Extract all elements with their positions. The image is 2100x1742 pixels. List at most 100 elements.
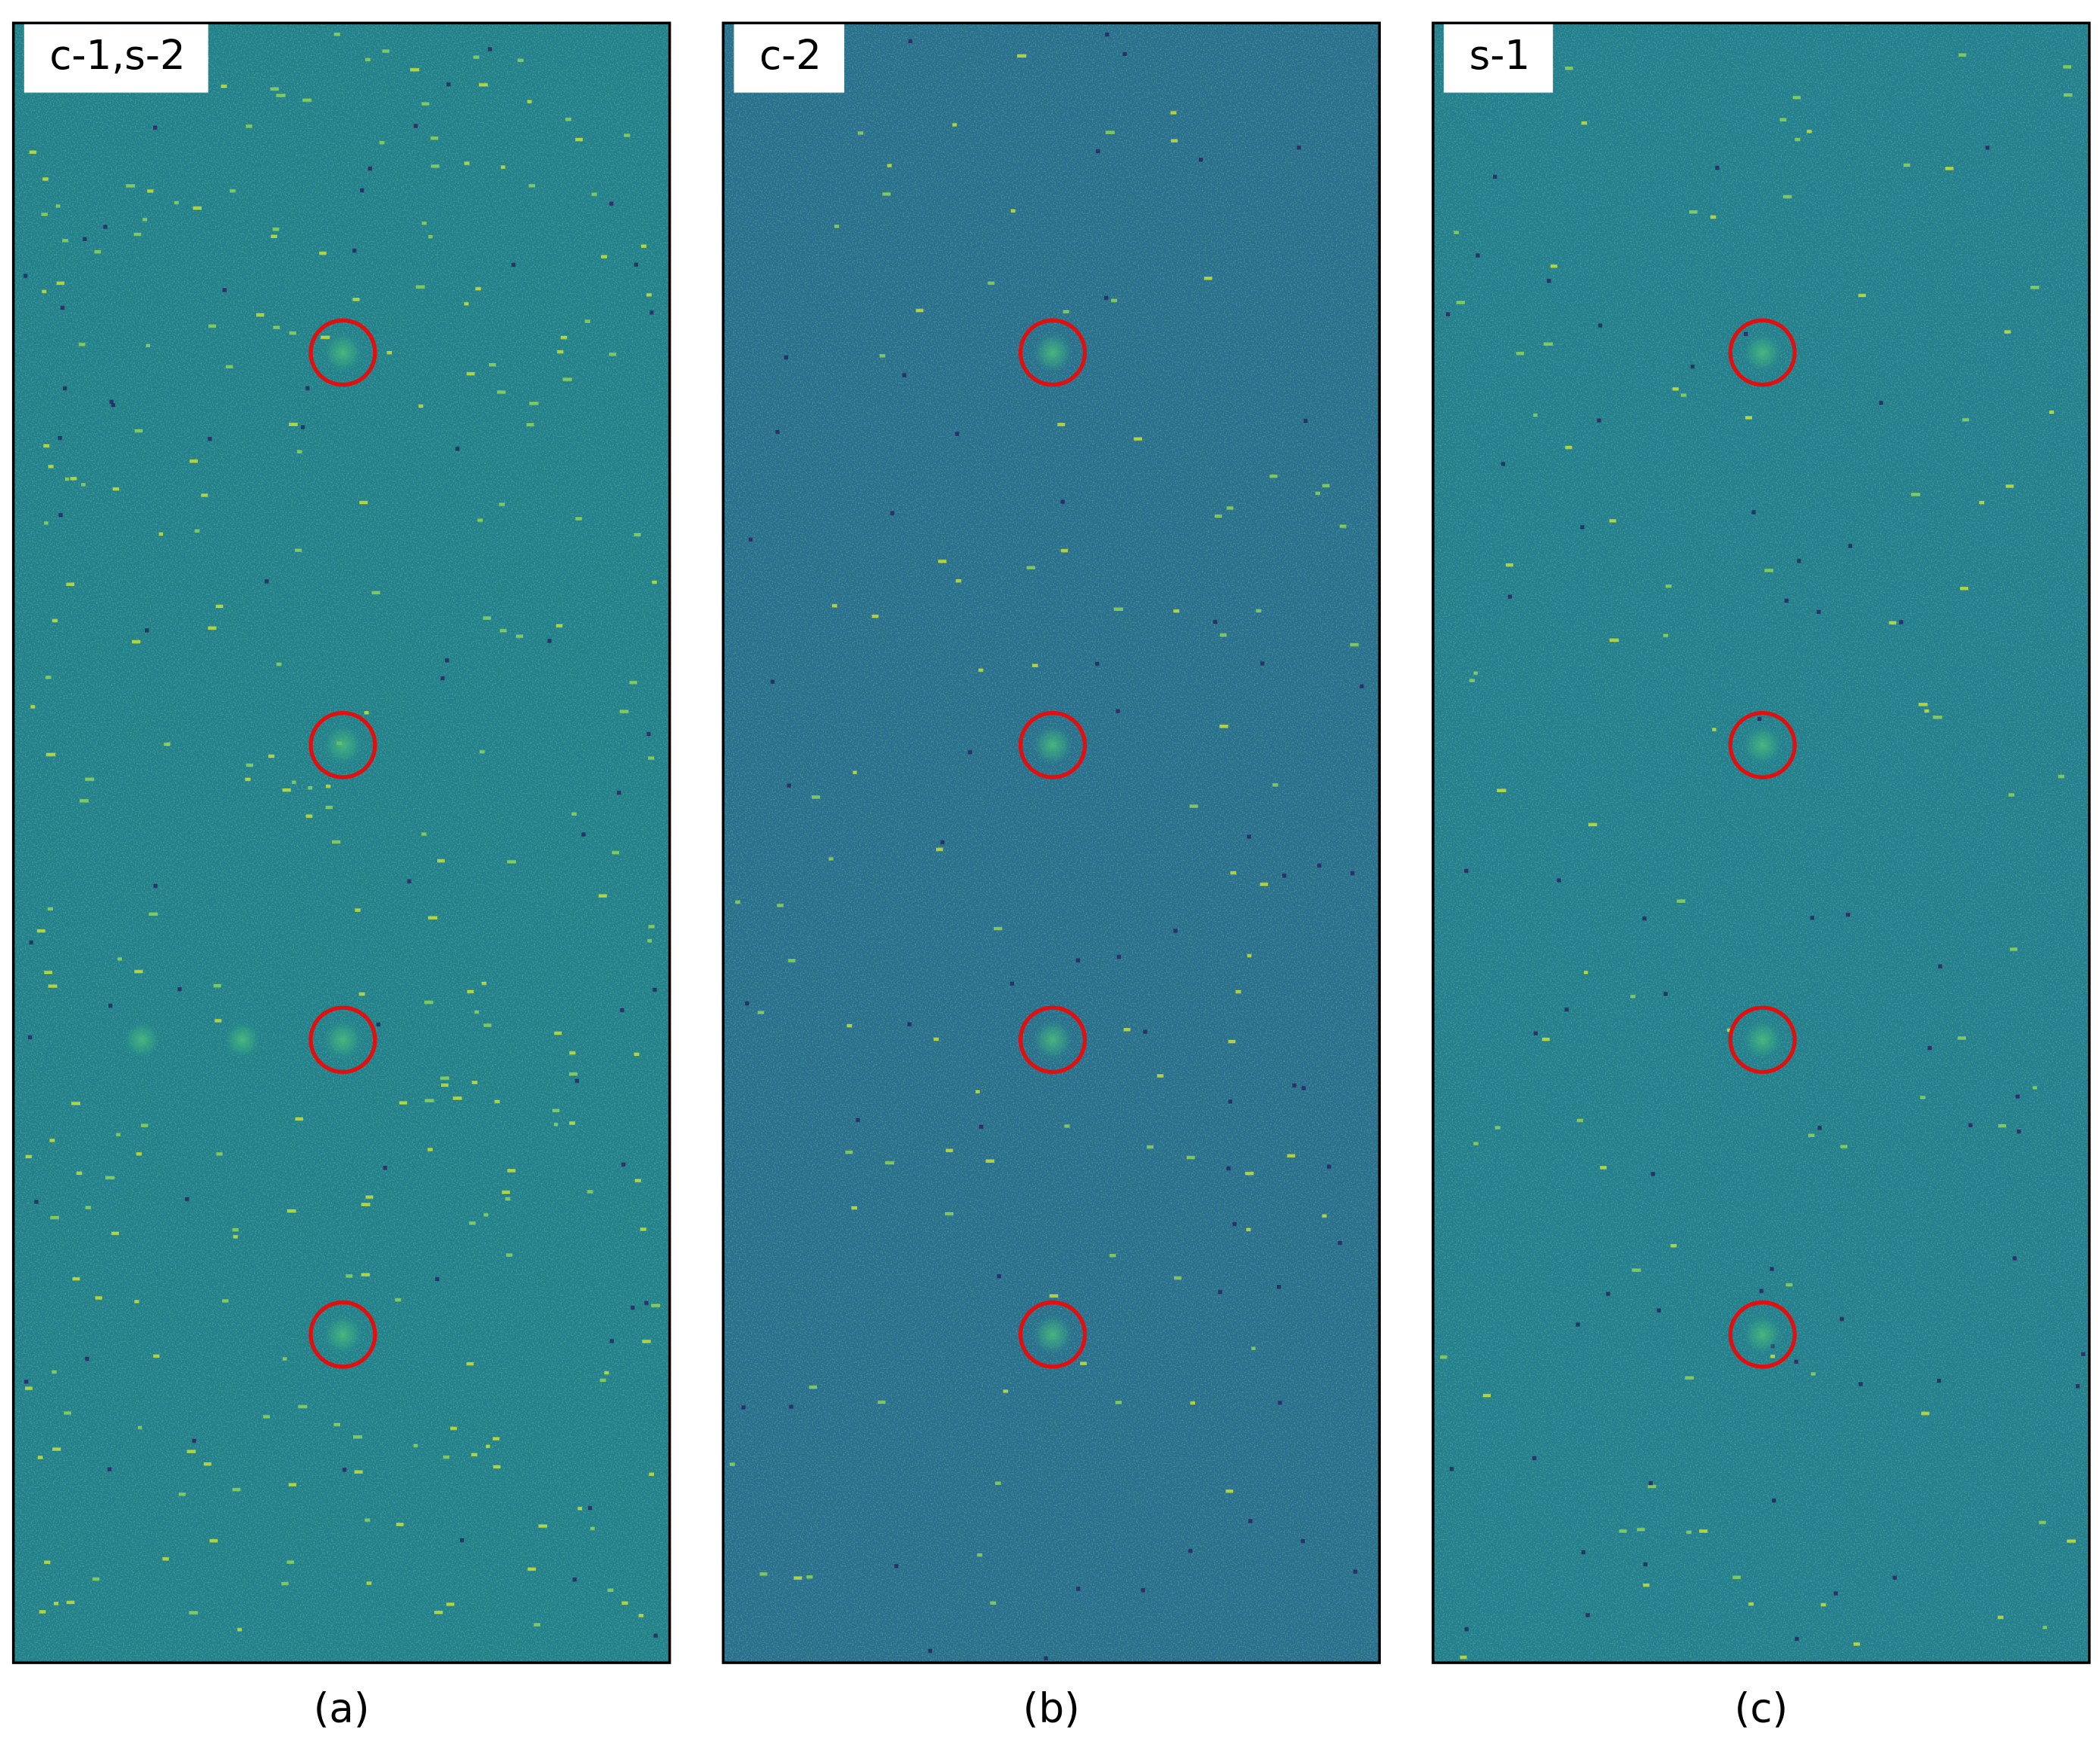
speckle — [132, 640, 141, 644]
speckle — [590, 1527, 595, 1531]
speckle — [944, 1211, 954, 1216]
speckle — [1637, 1527, 1645, 1531]
dark-speckle — [1218, 1289, 1222, 1295]
speckle — [486, 1444, 490, 1449]
dark-speckle — [1795, 1637, 1799, 1641]
speckle — [975, 1089, 980, 1094]
speckle — [215, 604, 224, 609]
dark-speckle — [1858, 1382, 1863, 1386]
speckle — [1469, 678, 1476, 682]
speckle — [624, 133, 631, 137]
bead — [322, 332, 363, 373]
dark-speckle — [24, 1380, 29, 1384]
dark-speckle — [2017, 1129, 2021, 1134]
dark-speckle — [979, 1124, 984, 1129]
speckle — [1031, 663, 1038, 668]
speckle — [607, 1588, 614, 1593]
panel: c-2 (b) — [721, 21, 1382, 1732]
dark-speckle — [300, 425, 305, 430]
dark-speckle — [1300, 1539, 1305, 1543]
speckle — [1049, 1294, 1059, 1298]
dark-speckle — [1797, 559, 1801, 563]
speckle — [1732, 1575, 1741, 1580]
speckle — [475, 287, 481, 291]
speckle — [232, 1487, 241, 1492]
speckle — [915, 309, 924, 312]
speckle — [233, 1235, 238, 1239]
speckle — [42, 177, 49, 181]
speckle — [387, 350, 393, 355]
speckle — [52, 619, 58, 622]
speckle — [286, 1560, 295, 1564]
speckle — [365, 1195, 374, 1199]
dark-speckle — [1751, 510, 1756, 515]
dark-speckle — [617, 791, 621, 795]
speckle — [364, 710, 369, 715]
speckle — [268, 754, 275, 758]
dark-speckle — [1985, 146, 1990, 150]
speckle — [872, 614, 879, 619]
bead — [1742, 332, 1783, 373]
speckle — [1795, 137, 1801, 142]
speckle — [505, 1197, 511, 1201]
dark-speckle — [644, 1301, 649, 1305]
speckle — [1147, 1145, 1154, 1149]
speckle — [48, 984, 58, 988]
image-border — [11, 21, 671, 1665]
tag-box — [23, 24, 208, 93]
speckle — [577, 1506, 583, 1511]
speckle — [1225, 1489, 1234, 1493]
dark-speckle — [1104, 296, 1109, 300]
dark-speckle — [1350, 871, 1355, 876]
marker-circle — [1728, 1300, 1797, 1369]
speckle — [1541, 1037, 1550, 1042]
speckle — [149, 912, 158, 916]
speckle — [619, 710, 629, 713]
dark-speckle — [1557, 878, 1561, 882]
speckle — [1600, 1166, 1607, 1170]
bead — [1742, 725, 1783, 766]
panel-tag: c-2 — [759, 32, 822, 79]
speckle — [30, 705, 36, 709]
dark-speckle — [1278, 1400, 1282, 1405]
speckle — [428, 235, 433, 239]
dark-speckle — [2015, 1094, 2020, 1099]
speckle — [538, 1524, 547, 1528]
speckle — [648, 756, 655, 760]
speckle — [565, 117, 571, 121]
speckle — [1924, 709, 1929, 713]
dark-speckle — [1598, 323, 1603, 328]
speckle — [527, 1567, 537, 1571]
speckle — [319, 251, 327, 255]
speckle — [793, 1576, 803, 1580]
dark-speckle — [784, 355, 788, 360]
speckle — [568, 1072, 577, 1076]
speckle — [466, 1361, 474, 1366]
speckle — [270, 87, 279, 91]
speckle — [2063, 65, 2072, 69]
dark-speckle — [1759, 1289, 1764, 1293]
dark-speckle — [1044, 1656, 1048, 1661]
speckle — [208, 324, 217, 328]
dark-speckle — [1715, 165, 1720, 171]
speckle — [652, 580, 657, 584]
speckle — [1665, 584, 1672, 588]
speckle — [809, 1385, 817, 1390]
speckle — [1680, 393, 1687, 397]
speckle — [308, 786, 313, 790]
speckle — [441, 1083, 449, 1087]
speckle — [1998, 1615, 2004, 1619]
speckle — [134, 429, 143, 433]
speckle — [2008, 793, 2015, 797]
speckle — [515, 634, 524, 638]
speckle — [1322, 1214, 1327, 1218]
dark-speckle — [1492, 174, 1498, 179]
dark-speckle — [1657, 1308, 1661, 1313]
dark-speckle — [1663, 992, 1668, 996]
image-noise — [723, 23, 1380, 1663]
speckle — [50, 1216, 59, 1220]
dark-speckle — [1213, 619, 1218, 625]
dark-speckle — [1899, 620, 1904, 625]
speckle — [64, 477, 70, 481]
speckle — [437, 859, 445, 863]
